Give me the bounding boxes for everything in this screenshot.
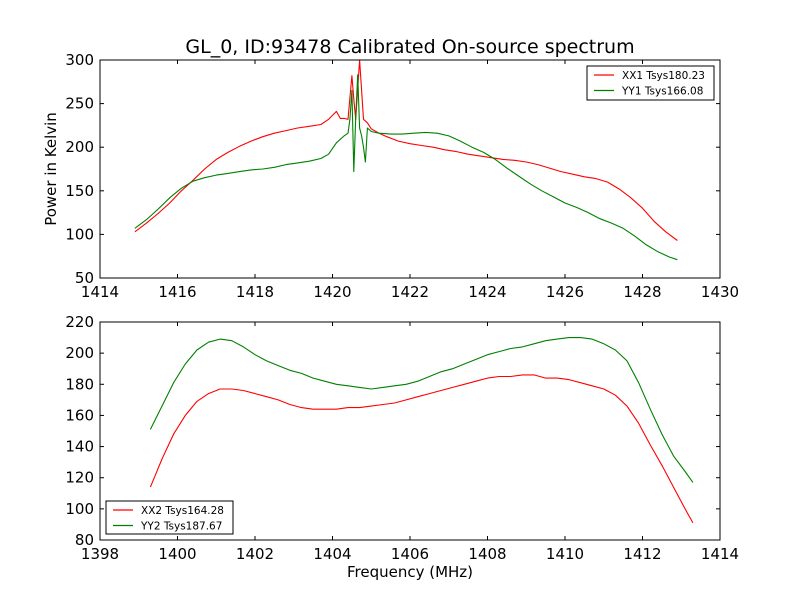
y-tick-label: 140 (65, 438, 94, 456)
y-tick-label: 250 (65, 95, 94, 113)
y-tick-label: 50 (75, 269, 94, 287)
bottom-panel-xx2-yy2: 1398 1400 1402 1404 1406 1408 1410 1412 1414 80 10… (65, 313, 739, 581)
legend: XX1 Tsys180.23 YY1 Tsys166.08 (586, 65, 715, 101)
x-tick-label: 1402 (236, 545, 274, 563)
x-tick-label: 1416 (158, 283, 196, 301)
series-line-2 (134, 74, 678, 261)
x-tick-label: 1424 (468, 283, 506, 301)
x-tick-label: 1422 (391, 283, 429, 301)
legend-label-1: XX2 Tsys164.28 (141, 505, 224, 517)
legend: XX2 Tsys164.28 YY2 Tsys187.67 (105, 500, 234, 535)
x-tick-label: 1430 (701, 283, 739, 301)
figure-title: GL_0, ID:93478 Calibrated On-source spec… (185, 36, 634, 58)
x-tick-label: 1400 (158, 545, 196, 563)
y-tick-label: 160 (65, 406, 94, 424)
x-tick-label: 1420 (313, 283, 351, 301)
x-tick-label: 1414 (701, 545, 739, 563)
x-axis-label: Frequency (MHz) (347, 563, 473, 581)
top-panel-xx1-yy1: 1414 1416 1418 1420 1422 1424 1426 1428 1430 50 10… (42, 51, 739, 301)
y-tick-label: 220 (65, 313, 94, 331)
x-tick-label: 1414 (81, 283, 119, 301)
x-tick-label: 1408 (468, 545, 506, 563)
y-tick-label: 150 (65, 182, 94, 200)
x-tick-label: 1406 (391, 545, 429, 563)
y-tick-label: 300 (65, 51, 94, 69)
y-tick-label: 200 (65, 138, 94, 156)
x-tick-label: 1410 (546, 545, 584, 563)
series-line-2 (149, 337, 694, 483)
x-tick-label: 1412 (623, 545, 661, 563)
y-axis-label: Power in Kelvin (42, 112, 60, 226)
x-tick-label: 1398 (81, 545, 119, 563)
y-tick-label: 120 (65, 469, 94, 487)
y-tick-label: 100 (65, 500, 94, 518)
y-tick-label: 100 (65, 225, 94, 243)
x-tick-label: 1404 (313, 545, 351, 563)
series-line-1 (149, 374, 694, 524)
x-tick-label: 1426 (546, 283, 584, 301)
y-tick-label: 200 (65, 344, 94, 362)
series-line-1 (134, 60, 678, 241)
x-tick-label: 1428 (623, 283, 661, 301)
legend-box (105, 500, 234, 535)
legend-box (586, 65, 715, 101)
legend-label-1: XX1 Tsys180.23 (622, 70, 705, 82)
y-tick-label: 180 (65, 375, 94, 393)
legend-label-2: YY1 Tsys166.08 (621, 86, 703, 98)
y-tick-label: 80 (75, 531, 94, 549)
legend-label-2: YY2 Tsys187.67 (140, 521, 222, 533)
x-tick-label: 1418 (236, 283, 274, 301)
